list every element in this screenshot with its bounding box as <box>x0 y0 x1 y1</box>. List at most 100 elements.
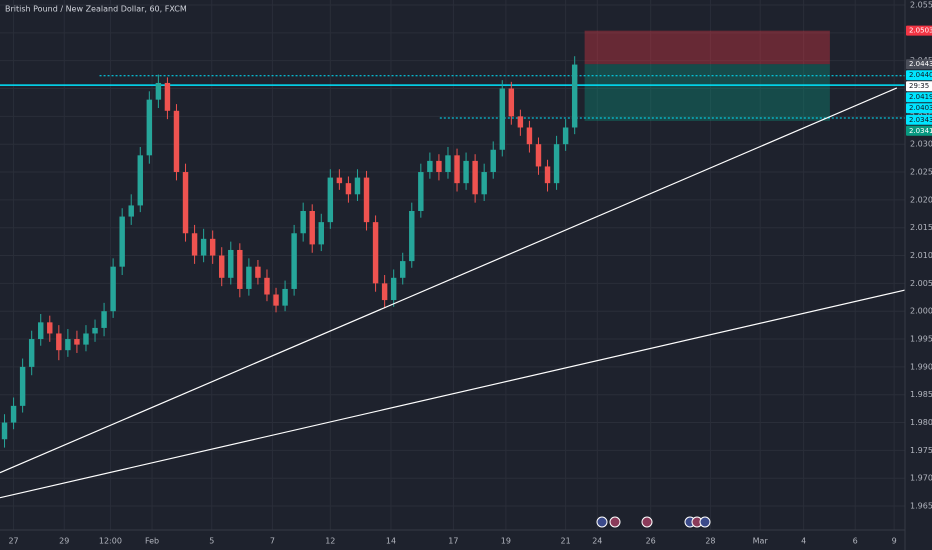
y-tick-label: 1.96500 <box>910 502 932 511</box>
candle-body <box>191 233 198 256</box>
candle-body <box>65 339 71 351</box>
candle-body <box>28 339 35 367</box>
x-tick-label: 12 <box>325 537 335 546</box>
y-tick-label: 1.98000 <box>910 418 932 427</box>
candle-body <box>454 155 460 184</box>
event-icon[interactable] <box>699 516 711 528</box>
price-label-box <box>906 125 932 136</box>
price-label: 2.03439 <box>909 116 932 124</box>
y-tick-label: 2.02000 <box>910 195 932 204</box>
y-tick-label: 2.00000 <box>910 307 932 316</box>
candle-body <box>517 116 524 128</box>
plot <box>0 30 906 499</box>
candle-body <box>19 366 26 406</box>
candle-body <box>354 177 361 195</box>
candle-body <box>246 266 252 289</box>
price-label: 2.05039 <box>909 27 932 35</box>
price-label-box <box>906 25 932 36</box>
candle-body <box>345 183 352 195</box>
price-label: 2.03418 <box>909 127 932 135</box>
x-tick-label: 12:00 <box>99 537 122 546</box>
candle-body <box>544 166 551 184</box>
y-tick-label: 2.01500 <box>910 223 932 232</box>
trend-line <box>0 87 898 474</box>
price-label-box <box>906 92 932 103</box>
x-tick-label: 27 <box>8 537 18 546</box>
candle-body <box>56 333 62 351</box>
candle-body <box>38 322 44 340</box>
candle-body <box>535 144 542 167</box>
candle-body <box>372 222 379 284</box>
candle-body <box>481 172 487 195</box>
y-tick-label: 2.00500 <box>910 279 932 288</box>
candle-body <box>436 160 442 173</box>
y-tick-label: 1.99500 <box>910 335 932 344</box>
x-tick-label: 28 <box>705 537 715 546</box>
candle-body <box>526 127 533 145</box>
trend-line <box>0 289 906 499</box>
x-tick-label: 6 <box>853 537 858 546</box>
x-tick-label: 5 <box>209 537 214 546</box>
candle-body <box>291 233 297 289</box>
candle-body <box>418 172 424 211</box>
y-tick-label: 2.02500 <box>910 168 932 177</box>
candle-body <box>336 177 343 184</box>
candle-body <box>173 110 180 173</box>
candle-body <box>445 155 451 173</box>
candle-body <box>155 82 162 100</box>
x-tick-label: Mar <box>753 537 769 546</box>
x-tick-label: 9 <box>892 537 897 546</box>
candle-body <box>101 311 107 328</box>
candle-body <box>200 238 207 256</box>
candle-body <box>381 283 388 301</box>
y-tick-label: 2.03000 <box>910 140 932 149</box>
price-label: 2.04403 <box>909 71 932 79</box>
candle-body <box>571 64 578 128</box>
candle-body <box>273 294 279 306</box>
candle-body <box>463 160 469 184</box>
event-icon[interactable] <box>609 516 621 528</box>
candle-body <box>499 88 505 150</box>
price-label-box <box>906 114 932 125</box>
candle-body <box>427 160 433 173</box>
x-tick-label: 29 <box>59 537 69 546</box>
y-tick-label: 1.98500 <box>910 390 932 399</box>
candle-body <box>472 160 478 195</box>
candle-body <box>83 333 89 345</box>
event-icons <box>596 516 711 528</box>
candle-body <box>400 261 406 278</box>
y-tick-label: 1.99000 <box>910 362 932 371</box>
candle-body <box>237 249 243 289</box>
price-label: 2.04033 <box>909 104 932 112</box>
y-tick-label: 2.01000 <box>910 251 932 260</box>
candle-body <box>209 238 216 256</box>
candle-body <box>508 88 515 117</box>
candle-body <box>318 222 324 245</box>
candle-body <box>164 82 171 111</box>
candle-body <box>553 144 560 184</box>
candle-body <box>47 322 53 334</box>
candle-body <box>119 216 125 267</box>
x-tick-label: 4 <box>801 537 806 546</box>
event-icon[interactable] <box>596 516 608 528</box>
candle-body <box>327 177 334 223</box>
price-label-box <box>906 81 932 92</box>
event-icon[interactable] <box>641 516 653 528</box>
x-tick-label: 14 <box>386 537 396 546</box>
candle-body <box>128 205 134 217</box>
candle-body <box>282 288 288 306</box>
candle-body <box>92 327 98 334</box>
price-axis: 1.96500 1.97000 1.97500 1.98000 1.98500 1.990… <box>8 1 932 546</box>
price-label: 2.04437 <box>909 60 932 68</box>
x-tick-label: 19 <box>501 537 511 546</box>
candle-body <box>309 210 315 245</box>
candle-body <box>182 172 189 234</box>
candle-body <box>300 210 306 234</box>
candle-body <box>74 339 80 345</box>
target-zone <box>584 64 830 121</box>
candle-body <box>228 249 234 278</box>
candle-body <box>409 210 415 262</box>
candle-body <box>137 155 143 206</box>
